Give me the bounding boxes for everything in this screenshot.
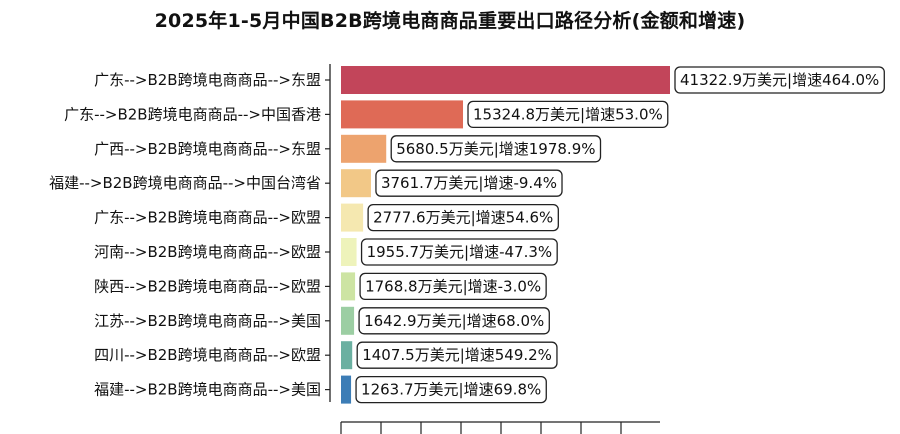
data-label-text: 3761.7万美元|增速-9.4% — [381, 174, 557, 192]
category-label: 陕西-->B2B跨境电商商品-->欧盟 — [94, 277, 321, 295]
bars — [341, 66, 670, 404]
bar — [341, 238, 357, 266]
data-label: 1263.7万美元|增速69.8% — [355, 375, 547, 404]
category-label: 江苏-->B2B跨境电商商品-->美国 — [94, 312, 321, 330]
data-label: 41322.9万美元|增速464.0% — [674, 66, 885, 94]
data-label-box — [358, 307, 550, 335]
data-label-text: 5680.5万美元|增速1978.9% — [396, 140, 595, 158]
data-label-text: 1263.7万美元|增速69.8% — [361, 381, 541, 399]
data-label-text: 1955.7万美元|增速-47.3% — [367, 243, 553, 261]
category-label: 四川-->B2B跨境电商商品-->欧盟 — [94, 346, 321, 364]
data-label-box — [467, 100, 669, 129]
category-label: 福建-->B2B跨境电商商品-->美国 — [94, 381, 321, 399]
value-labels: 41322.9万美元|增速464.0% 15324.8万美元|增速53.0% 568… — [355, 66, 885, 404]
data-label: 1768.8万美元|增速-3.0% — [359, 272, 547, 301]
axes — [325, 64, 660, 434]
data-label: 1955.7万美元|增速-47.3% — [360, 238, 558, 266]
data-label: 5680.5万美元|增速1978.9% — [390, 135, 602, 163]
category-label: 广东-->B2B跨境电商商品-->中国香港 — [64, 105, 321, 123]
bar — [341, 134, 387, 163]
data-label-text: 2777.6万美元|增速54.6% — [373, 209, 553, 227]
data-label-box — [375, 169, 563, 197]
bar — [341, 341, 353, 370]
bar — [341, 66, 670, 94]
data-label: 15324.8万美元|增速53.0% — [467, 100, 669, 129]
category-label: 广东-->B2B跨境电商商品-->欧盟 — [94, 209, 321, 227]
data-label-box — [359, 272, 547, 301]
data-label-text: 15324.8万美元|增速53.0% — [473, 105, 663, 123]
bar — [341, 169, 371, 198]
category-label: 广西-->B2B跨境电商商品-->东盟 — [94, 140, 321, 158]
data-label: 2777.6万美元|增速54.6% — [367, 203, 559, 232]
category-label: 福建-->B2B跨境电商商品-->中国台湾省 — [49, 174, 321, 192]
bar — [341, 272, 356, 301]
data-label-text: 41322.9万美元|增速464.0% — [680, 71, 879, 89]
data-label-box — [390, 135, 602, 163]
data-label-text: 1768.8万美元|增速-3.0% — [365, 277, 541, 295]
data-label-box — [356, 341, 558, 369]
bar — [341, 375, 352, 404]
bar — [341, 100, 464, 129]
category-label: 河南-->B2B跨境电商商品-->欧盟 — [94, 243, 321, 261]
category-label: 广东-->B2B跨境电商商品-->东盟 — [94, 71, 321, 89]
data-label-box — [367, 203, 559, 232]
data-label-box — [674, 66, 885, 94]
data-label: 3761.7万美元|增速-9.4% — [375, 169, 563, 197]
data-label-box — [355, 375, 547, 404]
data-label: 1407.5万美元|增速549.2% — [356, 341, 558, 369]
bar — [341, 203, 364, 232]
data-label-box — [360, 238, 558, 266]
category-labels: 广东-->B2B跨境电商商品-->东盟广东-->B2B跨境电商商品-->中国香港… — [49, 71, 321, 399]
bar — [341, 306, 355, 335]
data-label: 1642.9万美元|增速68.0% — [358, 307, 550, 335]
data-label-text: 1642.9万美元|增速68.0% — [364, 312, 544, 330]
data-label-text: 1407.5万美元|增速549.2% — [362, 346, 552, 364]
chart-title: 2025年1-5月中国B2B跨境电商商品重要出口路径分析(金额和增速) — [154, 10, 746, 32]
